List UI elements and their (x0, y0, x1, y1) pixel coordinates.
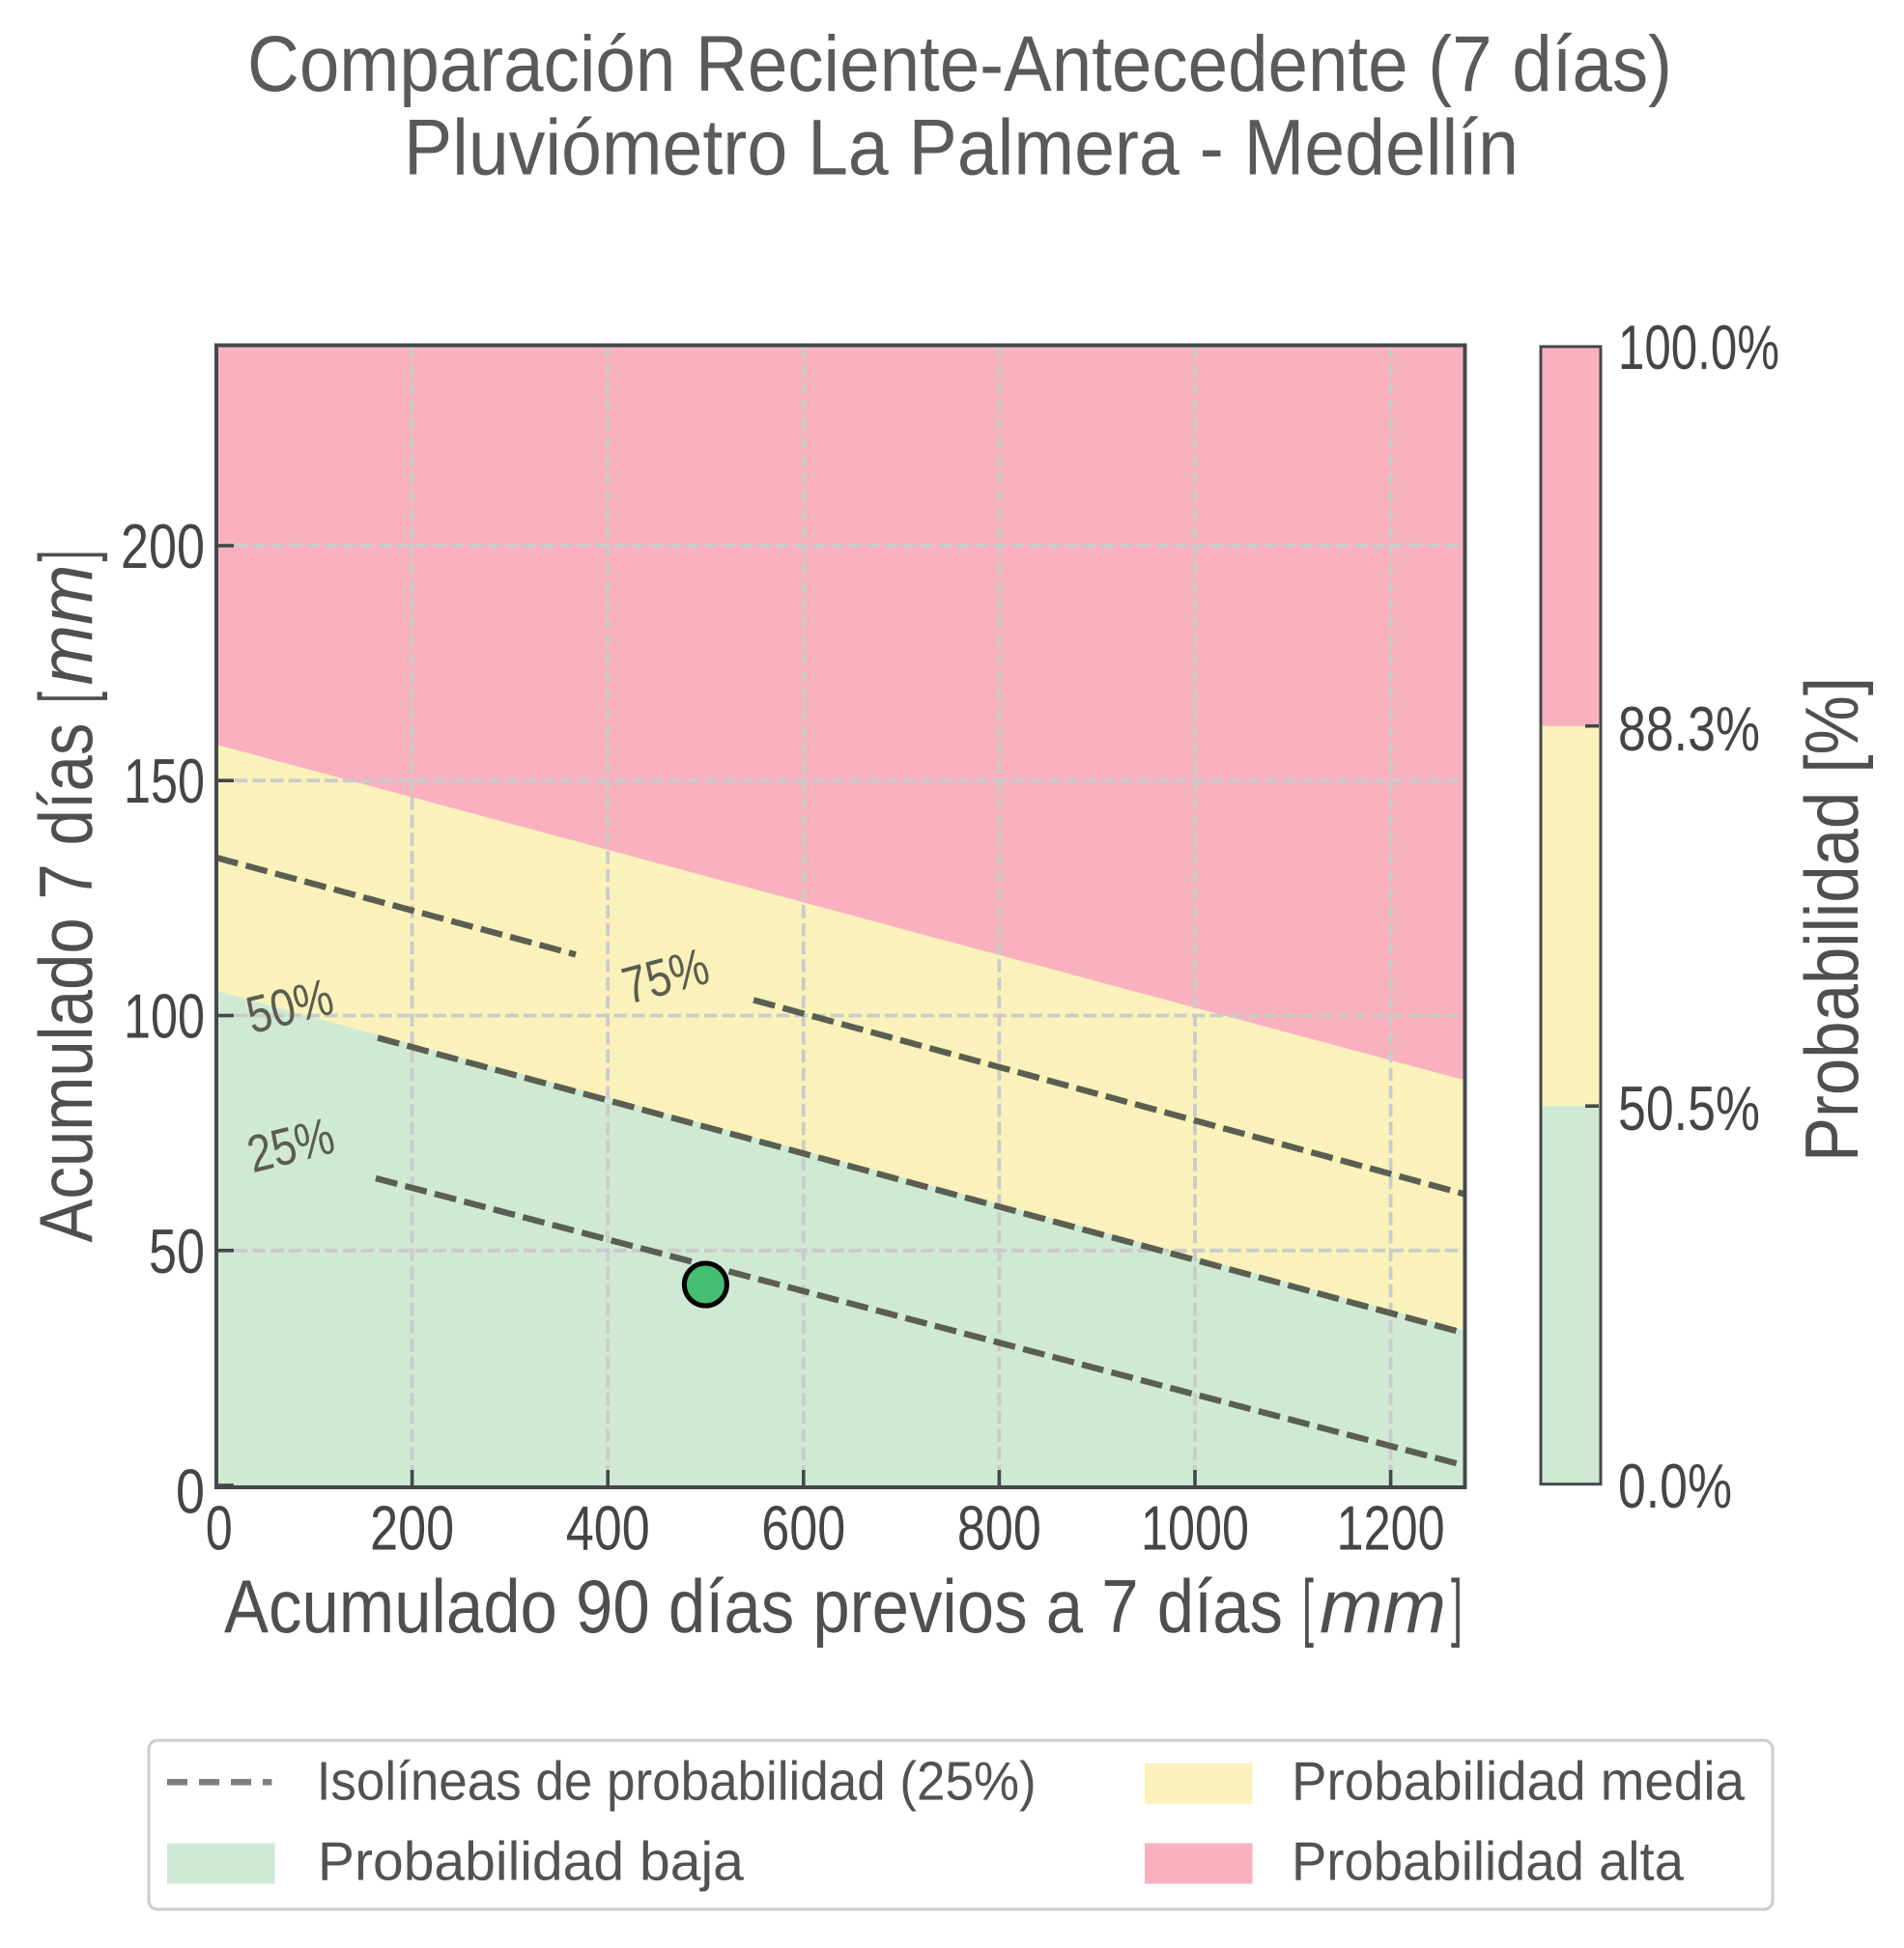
svg-text:[: [ (1302, 1564, 1314, 1649)
svg-text:mm: mm (1320, 1564, 1446, 1649)
svg-text:50: 50 (149, 1216, 205, 1286)
svg-text:150: 150 (124, 746, 205, 816)
svg-text:]: ] (23, 551, 108, 562)
svg-text:0: 0 (206, 1493, 233, 1564)
svg-text:600: 600 (761, 1493, 845, 1564)
svg-text:Comparación Reciente-Anteceden: Comparación Reciente-Antecedente (7 días… (247, 20, 1672, 108)
svg-text:1200: 1200 (1337, 1493, 1445, 1564)
svg-text:800: 800 (957, 1493, 1041, 1564)
svg-text:1000: 1000 (1141, 1493, 1249, 1564)
svg-text:100: 100 (124, 981, 205, 1052)
svg-text:88.3%: 88.3% (1618, 693, 1760, 764)
svg-text:Pluviómetro La Palmera - Medel: Pluviómetro La Palmera - Medellín (404, 104, 1519, 192)
svg-text:400: 400 (566, 1493, 650, 1564)
svg-text:]: ] (1451, 1564, 1463, 1649)
svg-text:mm: mm (23, 565, 108, 686)
svg-text:Probabilidad [%]: Probabilidad [%] (1789, 677, 1874, 1162)
svg-text:Probabilidad baja: Probabilidad baja (318, 1831, 744, 1893)
svg-text:50.5%: 50.5% (1618, 1073, 1760, 1143)
svg-text:Isolíneas de probabilidad (25%: Isolíneas de probabilidad (25%) (317, 1751, 1037, 1813)
svg-text:[: [ (23, 692, 108, 703)
svg-text:0.0%: 0.0% (1618, 1451, 1732, 1521)
svg-text:Acumulado 7 días: Acumulado 7 días (23, 723, 108, 1243)
svg-text:Probabilidad media: Probabilidad media (1292, 1751, 1745, 1813)
svg-text:0: 0 (176, 1456, 205, 1527)
svg-text:200: 200 (121, 511, 205, 581)
svg-text:100.0%: 100.0% (1618, 312, 1779, 382)
svg-text:Acumulado 90 días previos a 7: Acumulado 90 días previos a 7 días (224, 1564, 1283, 1649)
svg-text:Probabilidad alta: Probabilidad alta (1292, 1831, 1684, 1893)
svg-text:200: 200 (370, 1493, 454, 1564)
